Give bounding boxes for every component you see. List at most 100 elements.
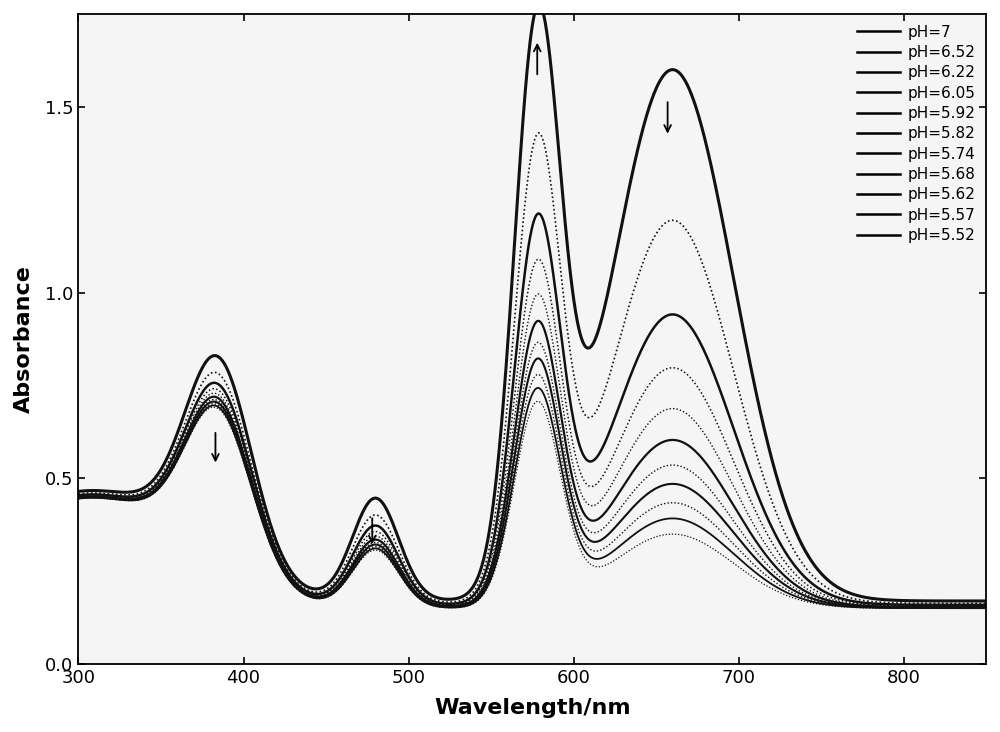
pH=5.82 <box>954 602 966 611</box>
pH=5.82 <box>954 602 966 611</box>
pH=5.68 <box>788 586 800 594</box>
pH=5.68 <box>954 603 966 612</box>
pH=6.52 <box>980 599 992 608</box>
pH=5.57 <box>788 591 800 600</box>
pH=5.68 <box>532 354 544 363</box>
pH=5.62 <box>119 496 131 504</box>
pH=5.57 <box>954 604 966 613</box>
Line: pH=5.68: pH=5.68 <box>78 359 986 608</box>
pH=6.52 <box>490 507 502 515</box>
pH=5.82 <box>788 579 800 588</box>
pH=5.74 <box>532 338 544 347</box>
pH=5.74 <box>954 603 966 612</box>
pH=5.52 <box>954 604 966 613</box>
pH=5.52 <box>788 594 800 602</box>
pH=5.82 <box>980 602 992 611</box>
pH=5.92 <box>119 494 131 503</box>
pH=5.92 <box>532 290 544 299</box>
pH=6.05 <box>954 602 966 610</box>
pH=5.62 <box>490 557 502 566</box>
pH=5.68 <box>514 419 526 427</box>
pH=5.74 <box>788 583 800 591</box>
pH=5.57 <box>514 440 526 449</box>
Line: pH=5.74: pH=5.74 <box>78 343 986 608</box>
pH=6.05 <box>954 602 966 610</box>
pH=5.52 <box>980 604 992 613</box>
pH=5.82 <box>72 493 84 501</box>
pH=5.62 <box>72 494 84 503</box>
pH=5.92 <box>980 602 992 610</box>
pH=6.52 <box>119 490 131 499</box>
pH=6.52 <box>954 599 966 608</box>
pH=5.52 <box>72 494 84 503</box>
pH=5.92 <box>954 602 966 610</box>
pH=5.62 <box>954 603 966 612</box>
pH=5.92 <box>788 575 800 583</box>
Line: pH=6.22: pH=6.22 <box>78 214 986 605</box>
pH=5.62 <box>788 589 800 597</box>
pH=5.74 <box>514 407 526 416</box>
Line: pH=6.05: pH=6.05 <box>78 259 986 606</box>
pH=5.74 <box>980 603 992 612</box>
pH=7 <box>954 597 966 605</box>
pH=7 <box>954 597 966 605</box>
pH=6.22 <box>788 560 800 569</box>
pH=5.82 <box>532 316 544 325</box>
pH=6.22 <box>72 491 84 500</box>
Legend: pH=7, pH=6.52, pH=6.22, pH=6.05, pH=5.92, pH=5.82, pH=5.74, pH=5.68, pH=5.62, pH: pH=7, pH=6.52, pH=6.22, pH=6.05, pH=5.92… <box>854 21 978 246</box>
pH=6.22 <box>514 313 526 321</box>
pH=5.82 <box>490 546 502 555</box>
Line: pH=5.62: pH=5.62 <box>78 375 986 608</box>
pH=6.05 <box>532 255 544 264</box>
pH=5.68 <box>72 493 84 502</box>
pH=5.92 <box>490 540 502 549</box>
pH=6.52 <box>788 545 800 554</box>
pH=7 <box>788 522 800 531</box>
pH=7 <box>514 160 526 168</box>
Line: pH=7: pH=7 <box>78 4 986 601</box>
pH=5.92 <box>954 602 966 610</box>
pH=5.57 <box>490 560 502 569</box>
pH=5.74 <box>954 603 966 612</box>
pH=5.52 <box>532 397 544 406</box>
Line: pH=5.57: pH=5.57 <box>78 388 986 608</box>
pH=7 <box>490 479 502 488</box>
Line: pH=5.92: pH=5.92 <box>78 294 986 606</box>
pH=6.52 <box>72 490 84 498</box>
pH=5.62 <box>514 430 526 439</box>
pH=6.05 <box>514 346 526 355</box>
pH=6.05 <box>490 533 502 542</box>
pH=5.52 <box>954 604 966 613</box>
pH=7 <box>533 0 545 9</box>
pH=6.52 <box>533 129 545 138</box>
pH=7 <box>72 487 84 496</box>
pH=5.74 <box>72 493 84 502</box>
pH=5.62 <box>532 370 544 379</box>
pH=5.62 <box>980 603 992 612</box>
pH=5.92 <box>514 371 526 380</box>
pH=7 <box>119 488 131 496</box>
pH=6.52 <box>514 254 526 263</box>
pH=6.22 <box>490 523 502 532</box>
pH=6.05 <box>72 492 84 501</box>
pH=5.57 <box>72 494 84 503</box>
Y-axis label: Absorbance: Absorbance <box>14 265 34 413</box>
pH=5.68 <box>119 495 131 504</box>
pH=6.52 <box>954 599 966 608</box>
pH=5.52 <box>514 450 526 459</box>
Line: pH=5.82: pH=5.82 <box>78 321 986 607</box>
pH=5.82 <box>119 494 131 503</box>
pH=5.52 <box>119 496 131 505</box>
pH=5.74 <box>490 550 502 559</box>
pH=6.05 <box>980 602 992 610</box>
pH=5.92 <box>72 493 84 501</box>
pH=6.22 <box>980 600 992 609</box>
pH=5.68 <box>980 603 992 612</box>
pH=5.52 <box>490 563 502 572</box>
pH=5.57 <box>119 496 131 504</box>
Line: pH=6.52: pH=6.52 <box>78 133 986 603</box>
pH=6.22 <box>954 600 966 609</box>
Line: pH=5.52: pH=5.52 <box>78 401 986 608</box>
pH=5.57 <box>954 604 966 613</box>
pH=6.05 <box>788 568 800 577</box>
